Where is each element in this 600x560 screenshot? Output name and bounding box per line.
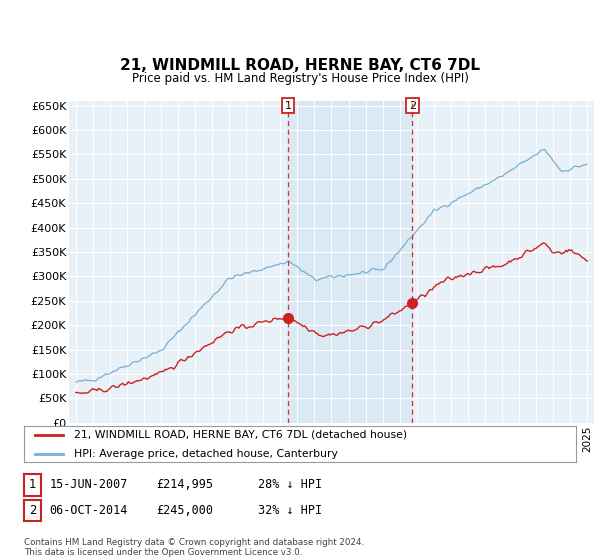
Text: Price paid vs. HM Land Registry's House Price Index (HPI): Price paid vs. HM Land Registry's House … — [131, 72, 469, 85]
Text: 06-OCT-2014: 06-OCT-2014 — [49, 503, 128, 517]
Text: £245,000: £245,000 — [156, 503, 213, 517]
Text: 2: 2 — [409, 101, 416, 111]
Text: 15-JUN-2007: 15-JUN-2007 — [49, 478, 128, 492]
Text: 21, WINDMILL ROAD, HERNE BAY, CT6 7DL (detached house): 21, WINDMILL ROAD, HERNE BAY, CT6 7DL (d… — [74, 430, 407, 440]
Text: 21, WINDMILL ROAD, HERNE BAY, CT6 7DL: 21, WINDMILL ROAD, HERNE BAY, CT6 7DL — [120, 58, 480, 73]
Text: £214,995: £214,995 — [156, 478, 213, 492]
Text: Contains HM Land Registry data © Crown copyright and database right 2024.
This d: Contains HM Land Registry data © Crown c… — [24, 538, 364, 557]
Text: 32% ↓ HPI: 32% ↓ HPI — [258, 503, 322, 517]
Text: 28% ↓ HPI: 28% ↓ HPI — [258, 478, 322, 492]
Text: 2: 2 — [29, 503, 36, 517]
Text: 1: 1 — [29, 478, 36, 492]
Bar — [288, 101, 412, 423]
Text: HPI: Average price, detached house, Canterbury: HPI: Average price, detached house, Cant… — [74, 449, 338, 459]
Text: 1: 1 — [285, 101, 292, 111]
